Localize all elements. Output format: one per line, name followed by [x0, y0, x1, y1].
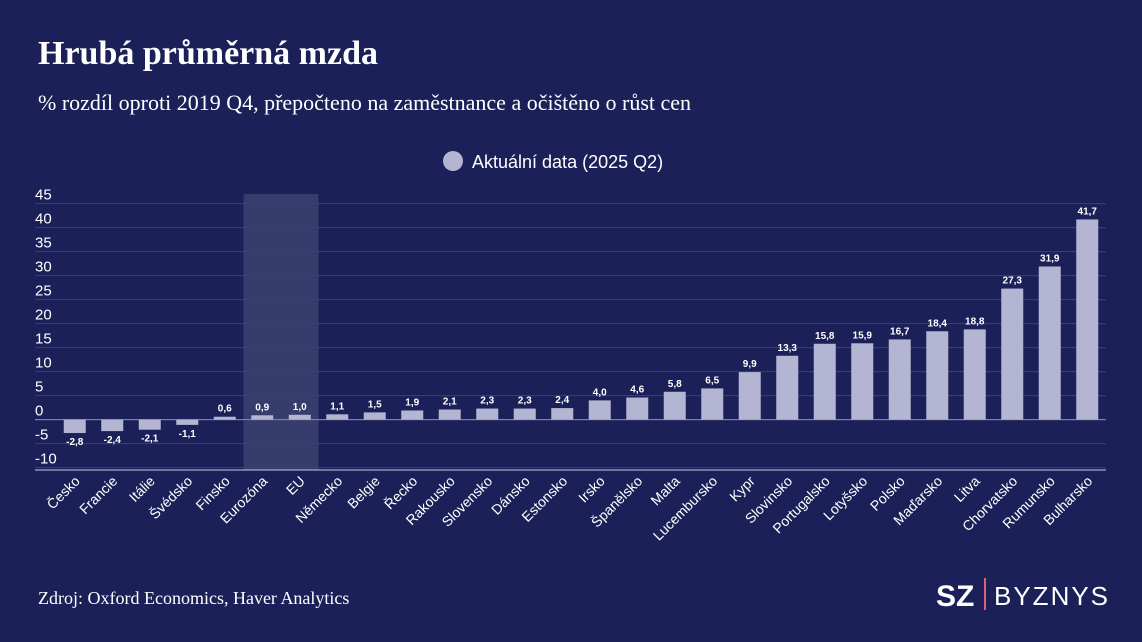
bar: [513, 408, 536, 420]
value-label: 0,6: [218, 404, 232, 415]
bar: [926, 331, 949, 420]
highlight-band: [243, 194, 319, 470]
y-tick-label: 45: [35, 187, 52, 204]
bar: [963, 329, 986, 420]
bar: [438, 409, 461, 420]
legend-label: Aktuální data (2025 Q2): [472, 152, 663, 172]
bar: [326, 414, 349, 420]
value-label: 18,4: [928, 318, 948, 329]
y-tick-label: 15: [35, 331, 52, 348]
value-label: 16,7: [890, 326, 910, 337]
chart-title: Hrubá průměrná mzda: [38, 35, 378, 72]
value-label: -1,1: [179, 429, 197, 440]
value-label: -2,4: [104, 435, 122, 446]
bar: [213, 416, 236, 420]
y-tick-label: -10: [35, 451, 57, 468]
bar: [551, 408, 574, 420]
value-label: 1,5: [368, 399, 382, 410]
y-tick-label: 30: [35, 259, 52, 276]
bar: [588, 400, 611, 420]
value-label: 15,9: [853, 330, 873, 341]
value-label: 4,0: [593, 387, 607, 398]
bar: [1001, 288, 1024, 420]
value-label: 41,7: [1078, 206, 1098, 217]
y-tick-label: -5: [35, 427, 48, 444]
value-label: 1,0: [293, 402, 307, 413]
bar: [476, 408, 499, 420]
value-label: 0,9: [255, 402, 269, 413]
legend-marker: [443, 151, 463, 171]
y-tick-label: 20: [35, 307, 52, 324]
y-tick-label: 25: [35, 283, 52, 300]
value-label: 9,9: [743, 359, 757, 370]
brand-sz: SZ: [936, 580, 974, 613]
bar: [138, 419, 161, 430]
bar: [738, 372, 761, 420]
value-label: 1,1: [330, 401, 344, 412]
brand-byznys: BYZNYS: [994, 581, 1110, 611]
y-tick-label: 5: [35, 379, 43, 396]
value-label: 13,3: [778, 343, 798, 354]
value-label: -2,1: [141, 434, 159, 445]
bar: [701, 388, 724, 420]
value-label: 5,8: [668, 379, 682, 390]
value-label: 2,4: [555, 395, 569, 406]
bar: [251, 415, 274, 420]
value-label: 18,8: [965, 316, 985, 327]
value-label: 4,6: [630, 385, 644, 396]
y-tick-label: 35: [35, 235, 52, 252]
value-label: 27,3: [1003, 276, 1023, 287]
bar: [63, 419, 86, 434]
bar: [776, 355, 799, 420]
chart-subtitle: % rozdíl oproti 2019 Q4, přepočteno na z…: [38, 90, 691, 115]
value-label: 1,9: [405, 397, 419, 408]
y-tick-label: 10: [35, 355, 52, 372]
value-label: 6,5: [705, 375, 719, 386]
source: Zdroj: Oxford Economics, Haver Analytics: [38, 588, 349, 608]
bar: [1076, 219, 1099, 420]
bar: [888, 339, 911, 420]
bar: [813, 343, 836, 420]
bar: [1038, 266, 1061, 420]
y-tick-label: 0: [35, 403, 43, 420]
bar: [626, 397, 649, 420]
bar: [663, 391, 686, 420]
value-label: -2,8: [66, 437, 84, 448]
bar: [288, 414, 311, 420]
bar: [176, 419, 199, 425]
value-label: 2,3: [518, 396, 532, 407]
bar: [851, 343, 874, 420]
bar: [101, 419, 124, 432]
bar: [363, 412, 386, 420]
value-label: 2,3: [480, 396, 494, 407]
value-label: 31,9: [1040, 253, 1060, 264]
value-label: 15,8: [815, 331, 835, 342]
y-tick-label: 40: [35, 211, 52, 228]
bar: [401, 410, 424, 420]
value-label: 2,1: [443, 397, 457, 408]
